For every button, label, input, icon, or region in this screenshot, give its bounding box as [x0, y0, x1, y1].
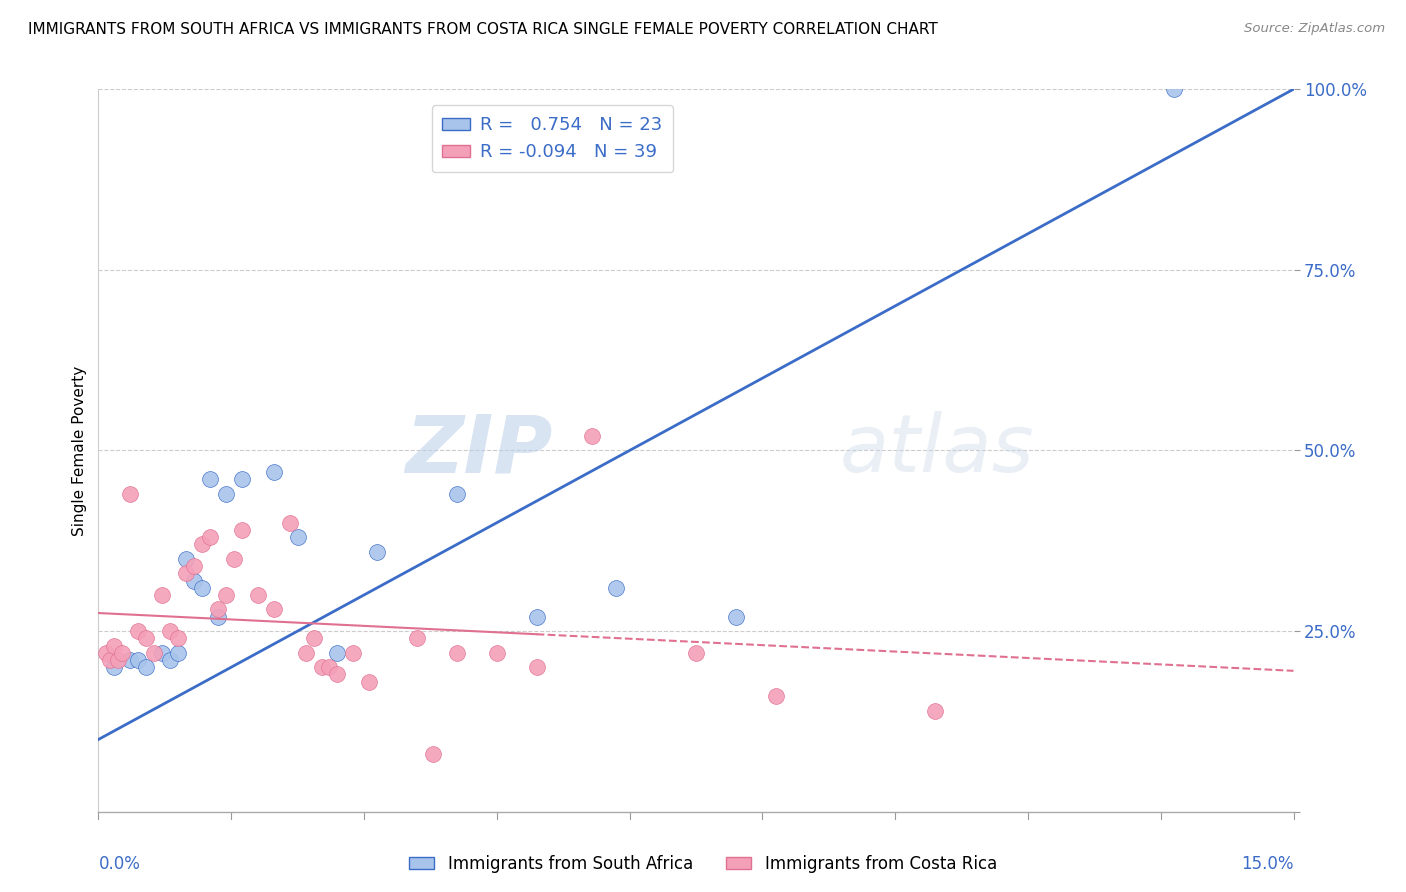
- Point: [191, 581, 214, 595]
- Point: [263, 602, 285, 616]
- Point: [120, 487, 142, 501]
- Point: [485, 646, 508, 660]
- Point: [198, 472, 221, 486]
- Point: [231, 523, 253, 537]
- Point: [167, 632, 190, 646]
- Point: [685, 646, 707, 660]
- Point: [446, 487, 468, 501]
- Point: [120, 653, 142, 667]
- Point: [765, 689, 787, 703]
- Point: [174, 551, 197, 566]
- Legend: Immigrants from South Africa, Immigrants from Costa Rica: Immigrants from South Africa, Immigrants…: [402, 848, 1004, 880]
- Point: [150, 646, 173, 660]
- Point: [1163, 82, 1185, 96]
- Point: [526, 660, 548, 674]
- Point: [103, 660, 125, 674]
- Point: [127, 653, 149, 667]
- Point: [107, 653, 129, 667]
- Point: [159, 624, 181, 639]
- Point: [143, 646, 166, 660]
- Point: [406, 632, 429, 646]
- Point: [231, 472, 253, 486]
- Point: [526, 609, 548, 624]
- Point: [326, 646, 349, 660]
- Point: [311, 660, 333, 674]
- Point: [724, 609, 747, 624]
- Point: [302, 632, 325, 646]
- Point: [287, 530, 309, 544]
- Point: [605, 581, 627, 595]
- Text: 0.0%: 0.0%: [98, 855, 141, 873]
- Point: [246, 588, 269, 602]
- Point: [198, 530, 221, 544]
- Point: [366, 544, 388, 558]
- Point: [294, 646, 316, 660]
- Point: [207, 602, 229, 616]
- Point: [215, 588, 238, 602]
- Point: [127, 624, 149, 639]
- Point: [167, 646, 190, 660]
- Legend: R =   0.754   N = 23, R = -0.094   N = 39: R = 0.754 N = 23, R = -0.094 N = 39: [432, 105, 673, 172]
- Point: [263, 465, 285, 479]
- Point: [326, 667, 349, 681]
- Point: [924, 704, 946, 718]
- Point: [159, 653, 181, 667]
- Point: [174, 566, 197, 581]
- Point: [98, 653, 122, 667]
- Point: [103, 639, 125, 653]
- Text: IMMIGRANTS FROM SOUTH AFRICA VS IMMIGRANTS FROM COSTA RICA SINGLE FEMALE POVERTY: IMMIGRANTS FROM SOUTH AFRICA VS IMMIGRAN…: [28, 22, 938, 37]
- Text: Source: ZipAtlas.com: Source: ZipAtlas.com: [1244, 22, 1385, 36]
- Y-axis label: Single Female Poverty: Single Female Poverty: [72, 366, 87, 535]
- Point: [581, 429, 603, 443]
- Point: [215, 487, 238, 501]
- Point: [359, 674, 381, 689]
- Point: [135, 632, 157, 646]
- Point: [150, 588, 173, 602]
- Text: ZIP: ZIP: [405, 411, 553, 490]
- Point: [422, 747, 444, 761]
- Point: [207, 609, 229, 624]
- Point: [111, 646, 134, 660]
- Point: [191, 537, 214, 551]
- Point: [318, 660, 340, 674]
- Point: [278, 516, 301, 530]
- Point: [342, 646, 364, 660]
- Point: [135, 660, 157, 674]
- Text: atlas: atlas: [839, 411, 1035, 490]
- Point: [183, 559, 205, 574]
- Point: [96, 646, 118, 660]
- Text: 15.0%: 15.0%: [1241, 855, 1294, 873]
- Point: [222, 551, 245, 566]
- Point: [183, 574, 205, 588]
- Point: [446, 646, 468, 660]
